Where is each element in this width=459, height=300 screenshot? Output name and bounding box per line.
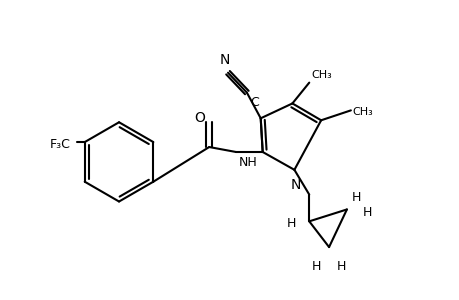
Text: O: O: [193, 111, 204, 125]
Text: N: N: [290, 178, 300, 192]
Text: CH₃: CH₃: [311, 70, 331, 80]
Text: H: H: [362, 206, 371, 219]
Text: NH: NH: [238, 156, 257, 169]
Text: H: H: [336, 260, 346, 273]
Text: F₃C: F₃C: [50, 138, 71, 151]
Text: H: H: [311, 260, 320, 273]
Text: H: H: [351, 191, 360, 204]
Text: CH₃: CH₃: [352, 107, 373, 117]
Text: C: C: [250, 95, 258, 109]
Text: N: N: [219, 53, 230, 67]
Text: H: H: [286, 217, 296, 230]
